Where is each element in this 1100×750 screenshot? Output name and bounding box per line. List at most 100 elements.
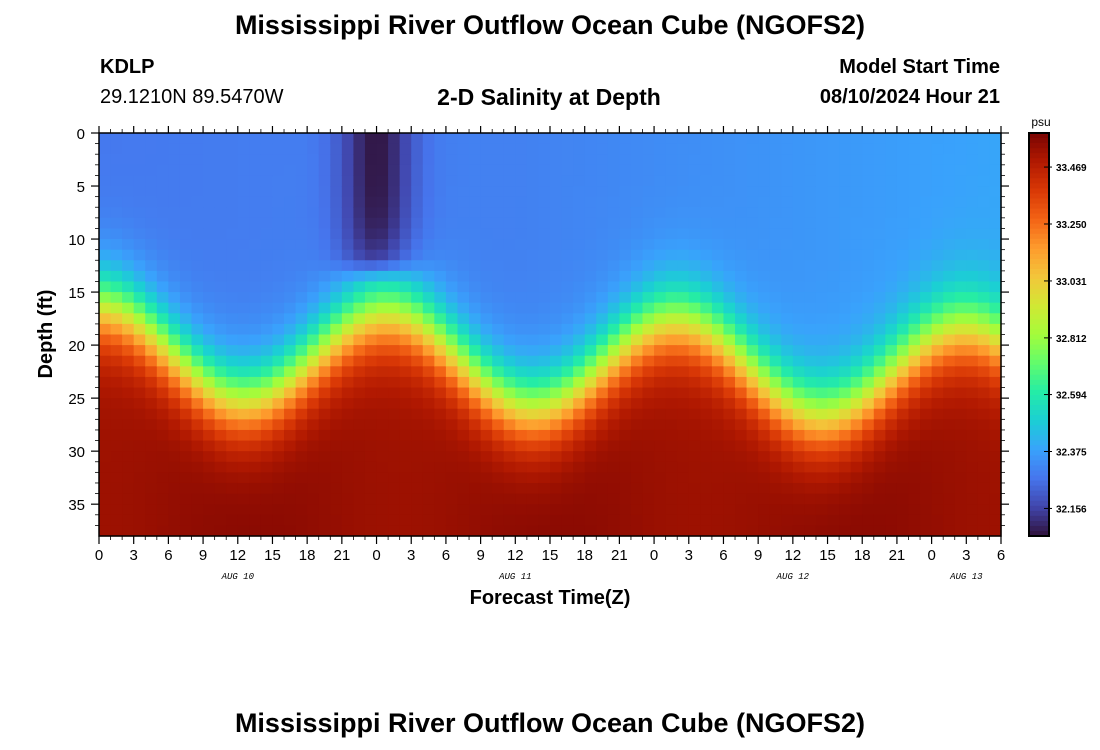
heatmap-cell (931, 408, 944, 420)
heatmap-cell (885, 461, 898, 473)
heatmap-cell (850, 164, 863, 177)
heatmap-cell (179, 164, 193, 177)
heatmap-cell (873, 387, 886, 399)
heatmap-cell (388, 207, 401, 219)
heatmap-cell (492, 355, 505, 367)
heatmap-cell (492, 461, 505, 473)
heatmap-cell (931, 270, 944, 283)
heatmap-cell (931, 133, 944, 145)
heatmap-cell (145, 196, 158, 208)
heatmap-cell (677, 217, 690, 230)
heatmap-cell (445, 514, 459, 526)
heatmap-cell (758, 504, 771, 516)
heatmap-cell (133, 228, 146, 240)
heatmap-cell (839, 429, 852, 442)
heatmap-cell (700, 451, 713, 463)
heatmap-cell (445, 302, 459, 314)
heatmap-cell (735, 154, 748, 166)
heatmap-cell (700, 260, 713, 272)
heatmap-cell (434, 154, 447, 166)
heatmap-cell (457, 228, 470, 240)
heatmap-cell (619, 302, 632, 314)
heatmap-cell (411, 440, 424, 452)
heatmap-cell (850, 313, 863, 325)
heatmap-cell (573, 345, 586, 357)
heatmap-cell (792, 419, 806, 431)
heatmap-cell (584, 376, 597, 389)
heatmap-cell (226, 482, 239, 495)
heatmap-cell (977, 217, 991, 230)
heatmap-cell (179, 334, 193, 346)
heatmap-cell (619, 345, 632, 357)
heatmap-cell (607, 260, 620, 272)
heatmap-cell (607, 143, 620, 155)
heatmap-cell (827, 429, 840, 442)
heatmap-cell (318, 270, 331, 283)
heatmap-cell (214, 323, 227, 336)
heatmap-cell (584, 440, 597, 452)
heatmap-cell (804, 186, 817, 198)
heatmap-cell (908, 345, 921, 357)
colorbar-segment (1029, 168, 1049, 174)
heatmap-cell (330, 514, 343, 526)
heatmap-cell (943, 270, 956, 283)
heatmap-cell (943, 143, 956, 155)
heatmap-cell (388, 228, 401, 240)
heatmap-cell (735, 493, 748, 505)
heatmap-cell (295, 429, 308, 442)
heatmap-cell (515, 429, 528, 442)
heatmap-cell (249, 472, 262, 484)
x-tick-label: 6 (442, 547, 450, 564)
heatmap-cell (596, 292, 609, 304)
heatmap-cell (827, 154, 840, 166)
heatmap-cell (908, 292, 921, 304)
heatmap-cell (434, 175, 447, 187)
heatmap-cell (318, 143, 331, 155)
heatmap-cell (943, 525, 956, 537)
heatmap-cell (781, 196, 794, 208)
colorbar-segment (1029, 410, 1049, 416)
heatmap-cell (954, 175, 967, 187)
y-tick-label: 15 (68, 285, 85, 302)
heatmap-cell (654, 493, 667, 505)
heatmap-cell (815, 334, 829, 346)
colorbar-segment (1029, 279, 1049, 285)
heatmap-cell (376, 514, 389, 526)
heatmap-cell (168, 472, 181, 484)
heatmap-cell (746, 504, 759, 516)
heatmap-cell (284, 281, 297, 293)
heatmap-cell (203, 302, 216, 314)
heatmap-cell (399, 482, 412, 495)
heatmap-cell (723, 281, 736, 293)
heatmap-cell (330, 419, 343, 431)
heatmap-cell (307, 398, 320, 410)
heatmap-cell (260, 440, 274, 452)
heatmap-cell (445, 292, 459, 304)
heatmap-cell (469, 302, 482, 314)
heatmap-cell (341, 133, 355, 145)
heatmap-cell (630, 472, 644, 484)
heatmap-cell (237, 207, 250, 219)
heatmap-cell (341, 228, 355, 240)
heatmap-cell (561, 228, 574, 240)
heatmap-cell (573, 217, 586, 230)
heatmap-cell (804, 154, 817, 166)
heatmap-cell (422, 133, 435, 145)
heatmap-cell (827, 186, 840, 198)
heatmap-cell (168, 323, 181, 336)
heatmap-cell (665, 228, 678, 240)
heatmap-cell (885, 228, 898, 240)
heatmap-cell (330, 398, 343, 410)
heatmap-cell (920, 154, 933, 166)
heatmap-cell (110, 260, 123, 272)
heatmap-cell (191, 302, 204, 314)
heatmap-cell (399, 186, 412, 198)
heatmap-cell (480, 133, 493, 145)
heatmap-cell (538, 429, 551, 442)
heatmap-cell (896, 493, 910, 505)
heatmap-cell (492, 366, 505, 378)
heatmap-cell (307, 207, 320, 219)
heatmap-cell (862, 514, 875, 526)
heatmap-cell (307, 228, 320, 240)
heatmap-cell (943, 376, 956, 389)
